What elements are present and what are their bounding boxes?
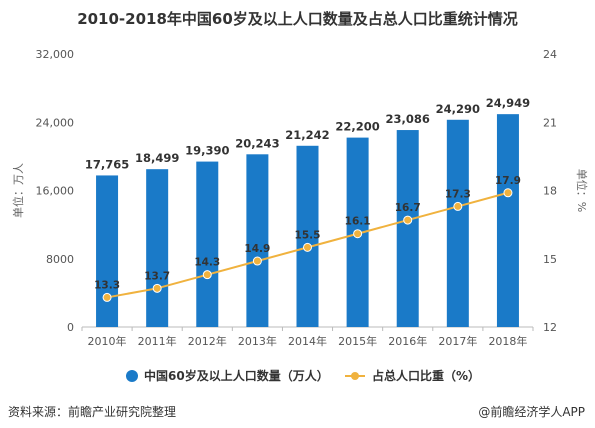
line-value-label: 15.5 [295, 229, 321, 241]
y-left-tick-label: 32,000 [36, 48, 75, 61]
line-value-label: 13.7 [144, 270, 170, 282]
y-right-tick-label: 12 [543, 321, 557, 334]
line-point [252, 256, 262, 266]
line-value-label: 17.9 [495, 175, 521, 187]
line-point [403, 215, 413, 225]
axes: 2010年 2011年 2012年 2013年 2014年 2015年 2016年 2017年… [11, 48, 589, 348]
y-right-tick-label: 15 [543, 253, 557, 266]
line-value-label: 17.3 [445, 188, 471, 200]
x-tick-label: 2010年 [88, 334, 127, 348]
bar [396, 130, 419, 327]
line-point [503, 188, 513, 198]
y-right-tick-label: 24 [543, 48, 557, 61]
line-point [353, 229, 363, 239]
x-tick-label: 2014年 [288, 334, 327, 348]
bar-value-label: 24,290 [436, 102, 480, 116]
line-point [453, 201, 463, 211]
line-point [102, 292, 112, 302]
line-point [152, 283, 162, 293]
bar-value-label: 22,200 [335, 120, 379, 134]
bar [246, 154, 269, 327]
y-right-tick-label: 21 [543, 116, 557, 129]
legend-line-label: 占总人口比重（%） [372, 368, 480, 383]
y-left-tick-label: 8000 [46, 253, 74, 266]
y-right-axis-title: 单位：% [575, 169, 589, 212]
line-series: 13.3 13.7 14.3 14.9 15.5 16.1 16.7 17.3 17.9 [94, 175, 521, 302]
x-tick-label: 2015年 [338, 334, 377, 348]
bar-value-label: 19,390 [185, 144, 229, 158]
bar-value-label: 20,243 [235, 136, 279, 150]
bar-series [96, 114, 519, 328]
x-tick-label: 2013年 [238, 334, 277, 348]
bar [496, 114, 519, 328]
y-left-tick-label: 24,000 [36, 116, 75, 129]
x-tick-label: 2018年 [488, 334, 527, 348]
line-value-label: 14.3 [194, 257, 220, 269]
bar-value-label: 18,499 [135, 151, 179, 165]
line-value-label: 16.1 [345, 216, 371, 228]
x-tick-label: 2011年 [138, 334, 177, 348]
bar [146, 169, 169, 327]
credit-note: @前瞻经济学人APP [478, 405, 585, 419]
y-right-tick-label: 18 [543, 185, 557, 198]
bar [296, 145, 319, 327]
y-left-axis-title: 单位：万人 [11, 163, 25, 218]
bar-value-label: 21,242 [285, 128, 329, 142]
bar-value-label: 23,086 [386, 112, 430, 126]
line-value-label: 16.7 [395, 202, 421, 214]
line-point [303, 242, 312, 252]
legend-bar-label: 中国60岁及以上人口数量（万人） [144, 368, 329, 383]
chart-title: 2010-2018年中国60岁及以上人口数量及占总人口比重统计情况 [77, 10, 518, 28]
x-tick-label: 2012年 [188, 334, 227, 348]
line-value-label: 13.3 [94, 279, 120, 291]
x-tick-label: 2017年 [438, 334, 477, 348]
bar-value-label: 24,949 [486, 96, 530, 110]
line-value-label: 14.9 [244, 243, 270, 255]
bar-value-label: 17,765 [85, 157, 129, 171]
y-left-tick-label: 16,000 [36, 185, 75, 198]
source-note: 资料来源：前瞻产业研究院整理 [8, 405, 177, 419]
line-point [202, 270, 212, 280]
legend: 中国60岁及以上人口数量（万人） 占总人口比重（%） [126, 368, 480, 383]
legend-line-marker [351, 372, 359, 380]
y-left-tick-label: 0 [67, 321, 74, 334]
bar [96, 175, 119, 327]
bar [446, 119, 469, 327]
x-tick-label: 2016年 [388, 334, 427, 348]
bar-labels: 17,765 18,499 19,390 20,243 21,242 22,200 23,0… [85, 96, 530, 171]
legend-bar-marker [126, 370, 138, 382]
bar [196, 161, 219, 327]
